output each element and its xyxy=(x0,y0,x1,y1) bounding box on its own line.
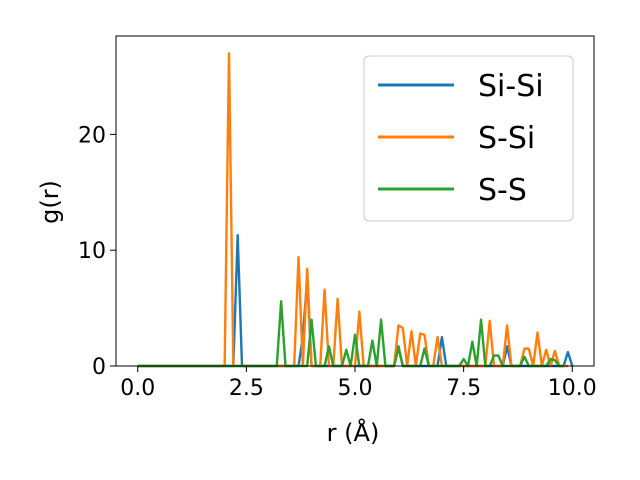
x-tick-label: 5.0 xyxy=(338,376,373,401)
x-tick-label: 10.0 xyxy=(548,376,597,401)
x-tick-label: 0.0 xyxy=(120,376,155,401)
legend-label-s-s: S-S xyxy=(478,173,527,208)
y-axis-label: g(r) xyxy=(36,180,64,224)
x-tick-label: 7.5 xyxy=(446,376,481,401)
y-tick-label: 20 xyxy=(78,123,106,148)
x-tick-label: 2.5 xyxy=(229,376,264,401)
legend-label-s-si: S-Si xyxy=(478,121,535,156)
legend-box xyxy=(363,55,574,222)
x-axis-label: r (Å) xyxy=(327,418,380,447)
y-tick-label: 10 xyxy=(78,239,106,264)
legend-label-si-si: Si-Si xyxy=(478,69,544,104)
axes-layer: 0.0 2.5 5.0 7.5 10.0 0 10 20 xyxy=(78,35,597,401)
legend: Si-Si S-Si S-S xyxy=(363,55,574,222)
y-tick-label: 0 xyxy=(92,355,106,380)
